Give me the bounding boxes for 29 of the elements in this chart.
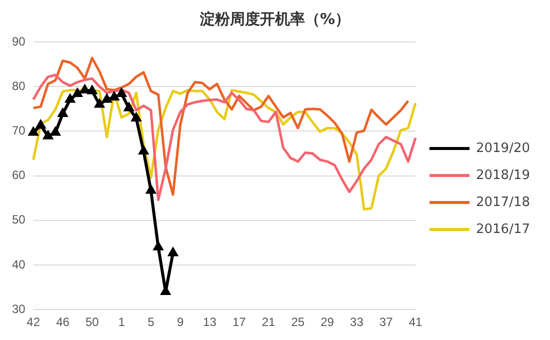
y-tick-label: 30 — [12, 302, 26, 316]
legend-label: 2018/19 — [476, 168, 530, 183]
legend-label: 2017/18 — [476, 194, 530, 210]
x-tick-label: 21 — [262, 315, 276, 330]
legend-label: 2016/17 — [476, 222, 530, 237]
point — [168, 248, 178, 256]
x-tick-label: 29 — [320, 315, 334, 330]
x-tick-label: 5 — [148, 315, 155, 330]
y-tick-label: 40 — [12, 257, 26, 272]
point — [94, 99, 104, 108]
y-tick-label: 90 — [12, 34, 26, 48]
x-tick-label: 25 — [291, 315, 305, 330]
y-tick-label: 50 — [12, 212, 26, 227]
x-tick-label: 1 — [118, 315, 126, 330]
x-tick-label: 42 — [26, 315, 40, 330]
x-tick-label: 37 — [379, 315, 394, 330]
chart-title: 淀粉周度开机率（%） — [198, 10, 352, 29]
legend-label: 2019/20 — [476, 140, 530, 156]
y-tick-label: 60 — [12, 168, 26, 182]
x-tick-label: 41 — [408, 315, 422, 330]
x-tick-label: 50 — [85, 315, 100, 330]
x-tick-label: 17 — [232, 315, 246, 330]
point — [154, 242, 163, 250]
x-tick-label: 13 — [203, 315, 217, 330]
x-tick-label: 46 — [56, 315, 70, 330]
y-tick-label: 70 — [12, 124, 26, 138]
x-tick-label: 9 — [176, 315, 184, 330]
y-tick-label: 80 — [12, 78, 26, 93]
x-tick-label: 33 — [350, 315, 364, 330]
